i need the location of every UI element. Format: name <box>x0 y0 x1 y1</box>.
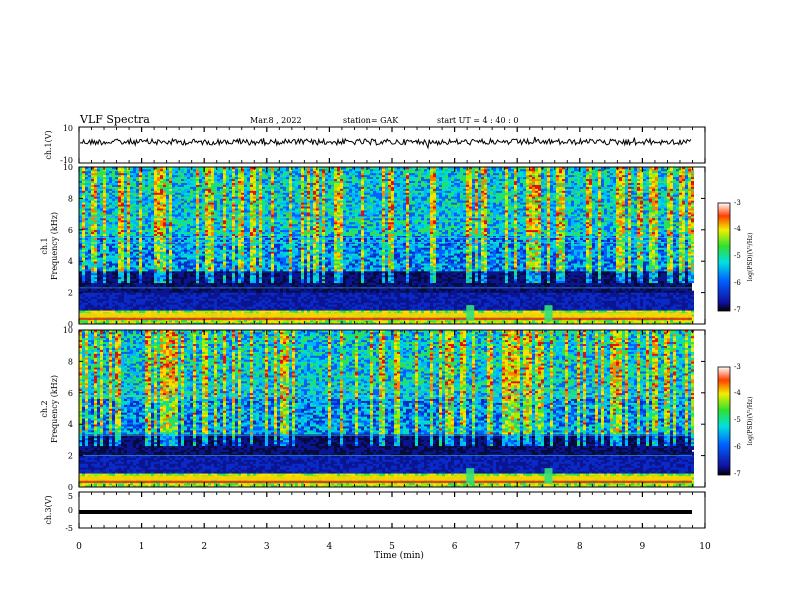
ch1-cb-tick-5: -5 <box>734 252 741 260</box>
x-tick-label: 2 <box>201 542 207 552</box>
ch2-cb-tick-3: -3 <box>734 363 741 371</box>
ch2-cb-tick-6: -6 <box>734 443 741 451</box>
ch2-cb-tick-7: -7 <box>734 470 741 478</box>
ch1-colorbar: -3 -4 -5 -6 -7 log(PSD)(V²/Hz) <box>718 199 754 314</box>
ch2-spec-ylabel-top: ch.2 <box>40 400 49 417</box>
ch3-ylabel: ch.3(V) <box>44 495 53 524</box>
ch2-colorbar-gradient <box>718 367 730 475</box>
ch2-spectrogram-image <box>79 330 705 487</box>
ch1-cb-tick-6: -6 <box>734 279 741 287</box>
ch1-colorbar-gradient <box>718 203 730 311</box>
x-tick-label: 10 <box>699 542 711 552</box>
freq-tick-label: 2 <box>68 289 73 298</box>
start-ut-label: start UT = 4 : 40 : 0 <box>437 116 518 125</box>
ch3-ytick-top: 5 <box>68 492 73 501</box>
station-label: station= GAK <box>343 116 399 125</box>
freq-tick-label: 8 <box>68 357 73 366</box>
ch1-cb-tick-7: -7 <box>734 306 741 314</box>
freq-tick-label: 4 <box>68 420 73 429</box>
x-tick-label: 8 <box>577 542 583 552</box>
figure-title: VLF Spectra <box>79 113 150 126</box>
ch1-spec-ylabel: Frequency (kHz) <box>50 212 59 280</box>
freq-tick-label: 10 <box>63 163 73 172</box>
x-tick-label: 9 <box>640 542 646 552</box>
freq-tick-label: 0 <box>68 483 73 492</box>
ch2-cb-tick-5: -5 <box>734 416 741 424</box>
ch2-cb-tick-4: -4 <box>734 389 741 397</box>
ch2-colorbar: -3 -4 -5 -6 -7 log(PSD)(V²/Hz) <box>718 363 754 478</box>
freq-tick-label: 8 <box>68 194 73 203</box>
x-tick-label: 4 <box>327 542 333 552</box>
ch2-cb-label: log(PSD)(V²/Hz) <box>747 397 754 446</box>
ch1-waveform-panel: 10 -10 ch.1(V) <box>44 124 705 165</box>
freq-tick-label: 6 <box>68 226 73 235</box>
ch1-cb-tick-4: -4 <box>734 225 741 233</box>
freq-tick-label: 2 <box>68 452 73 461</box>
ch1-spectrogram-image <box>79 167 705 324</box>
x-tick-label: 6 <box>452 542 458 552</box>
ch3-ytick-bottom: -5 <box>65 524 73 533</box>
ch1-cb-label: log(PSD)(V²/Hz) <box>747 233 754 282</box>
x-axis-label: Time (min) <box>374 550 424 561</box>
x-tick-label: 0 <box>76 542 82 552</box>
freq-tick-label: 4 <box>68 257 73 266</box>
ch3-waveform-panel: 5 0 -5 ch.3(V) <box>44 492 705 533</box>
ch1-cb-tick-3: -3 <box>734 199 741 207</box>
ch1-waveform-frame <box>79 127 705 163</box>
ch3-ytick-mid: 0 <box>68 506 73 515</box>
x-tick-label: 3 <box>264 542 270 552</box>
ch1-spec-ylabel-top: ch.1 <box>40 237 49 254</box>
freq-tick-label: 10 <box>63 326 73 335</box>
ch1-ytick-top: 10 <box>63 124 73 133</box>
ch2-spec-ylabel: Frequency (kHz) <box>50 375 59 443</box>
x-tick-label: 1 <box>139 542 145 552</box>
x-tick-label: 7 <box>514 542 520 552</box>
date-label: Mar.8 , 2022 <box>250 116 302 125</box>
ch1-ylabel: ch.1(V) <box>44 130 53 159</box>
ch2-spectrogram-panel: 0 2 4 6 8 10 ch.2 Frequency (kHz) <box>40 326 705 492</box>
freq-tick-label: 6 <box>68 389 73 398</box>
